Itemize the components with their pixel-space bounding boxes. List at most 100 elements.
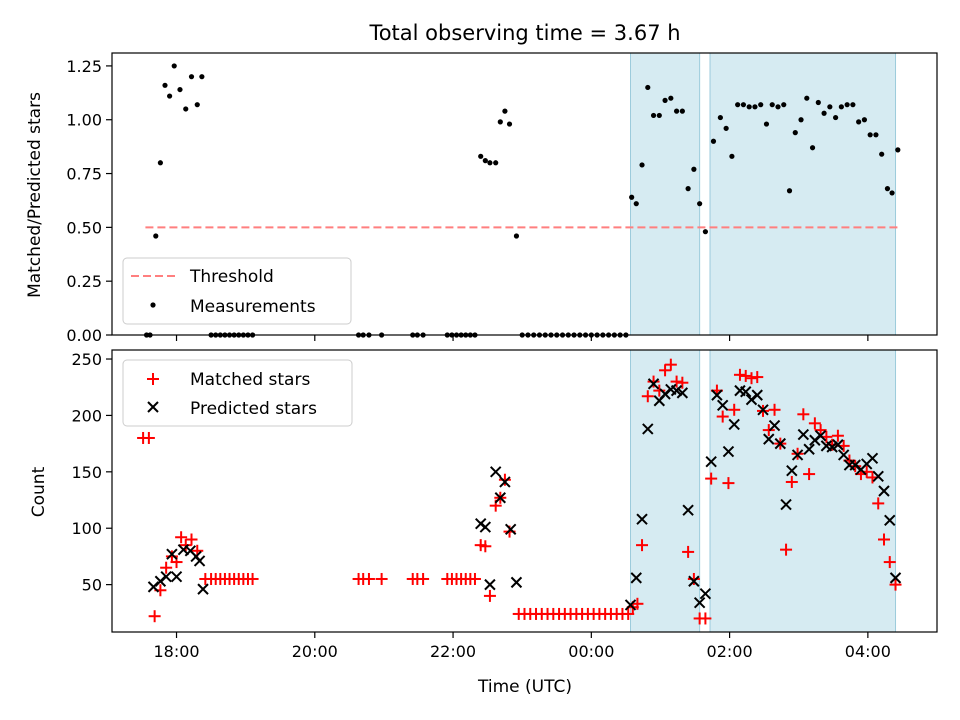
measurement-point (815, 99, 821, 106)
matched-star-marker (814, 424, 827, 437)
matched-star-marker (745, 372, 758, 385)
predicted-star-marker (780, 498, 792, 511)
measurement-point (735, 102, 741, 108)
matched-star-marker (498, 473, 511, 486)
measurement-point (177, 86, 183, 93)
top-y-axis-label: Matched/Predicted stars (25, 92, 45, 298)
predicted-star-marker (711, 389, 723, 401)
measurement-point (702, 229, 709, 235)
predicted-star-marker (797, 428, 810, 441)
matched-star-marker (659, 364, 672, 377)
matched-star-marker (739, 369, 752, 382)
measurement-point (199, 74, 205, 80)
predicted-star-marker (160, 571, 172, 583)
predicted-star-marker (814, 430, 827, 442)
matched-star-marker (641, 390, 654, 403)
measurement-point (798, 117, 804, 123)
matched-star-marker (479, 540, 492, 553)
measurement-point (162, 82, 168, 88)
measurement-point (639, 162, 645, 168)
measurement-point (157, 160, 163, 166)
predicted-star-marker (489, 466, 502, 478)
matched-star-marker (682, 545, 695, 558)
matched-star-marker (716, 410, 729, 423)
predicted-star-marker (676, 387, 689, 399)
measurement-point (506, 121, 513, 127)
measurement-point (697, 201, 703, 207)
x-tick-label: 20:00 (292, 642, 338, 661)
top-y-tick-label: 0.25 (66, 272, 102, 291)
measurement-point (729, 153, 735, 159)
predicted-star-marker (510, 576, 523, 589)
top-legend: Threshold Measurements (122, 257, 352, 325)
bottom-y-tick-label: 150 (71, 463, 102, 482)
measurement-point (867, 132, 873, 138)
measurement-point (662, 97, 668, 103)
predicted-star-marker (837, 449, 850, 461)
measurement-point (833, 114, 839, 121)
measurement-point (685, 186, 691, 192)
matched-star-marker (785, 475, 798, 488)
measurement-point (804, 95, 810, 101)
matched-star-marker (803, 468, 816, 481)
bottom-shaded-interval (709, 349, 897, 633)
top-y-tick-label: 1.25 (66, 57, 102, 76)
measurement-point (478, 153, 484, 159)
predicted-star-marker (647, 378, 660, 390)
matched-star-marker (664, 358, 677, 371)
matched-star-marker (831, 429, 844, 442)
matched-star-marker (185, 533, 198, 546)
x-tick-label: 02:00 (707, 642, 753, 661)
measurement-point (769, 102, 775, 108)
chart-title: Total observing time = 3.67 h (368, 21, 680, 45)
measurement-point (502, 108, 508, 114)
matched-star-marker (699, 612, 712, 625)
legend-box (122, 257, 352, 325)
bottom-y-tick-label: 100 (71, 519, 102, 538)
matched-star-marker (733, 368, 746, 381)
bottom-y-axis-label: Count (29, 466, 49, 517)
predicted-star-marker (878, 485, 890, 497)
predicted-star-marker (866, 452, 879, 464)
legend-measurements-label: Measurements (190, 297, 316, 317)
legend-predicted-label: Predicted stars (190, 399, 317, 419)
predicted-star-marker (728, 418, 740, 431)
measurement-point (493, 160, 499, 166)
measurement-point (873, 132, 879, 138)
measurement-point (879, 151, 885, 157)
measurement-point (723, 125, 729, 131)
measurement-point (188, 74, 195, 80)
measurement-point (153, 233, 159, 239)
top-y-tick-label: 0.00 (66, 326, 102, 345)
x-tick-label: 18:00 (153, 642, 199, 661)
predicted-star-marker (504, 523, 517, 536)
bottom-y-tick-label: 50 (82, 576, 102, 595)
matched-star-marker (375, 572, 388, 585)
measurement-point (650, 112, 657, 119)
measurement-point (850, 102, 856, 108)
matched-star-marker (676, 376, 689, 389)
x-tick-label: 04:00 (845, 642, 891, 661)
measurement-point (740, 102, 747, 108)
bottom-plot: 18:00 20:00 22:00 00:00 02:00 04:00 50 100 150 20… (71, 349, 938, 661)
x-tick-label: 00:00 (568, 642, 614, 661)
matched-star-marker (670, 375, 683, 388)
matched-star-marker (722, 477, 735, 490)
measurement-point (884, 186, 891, 192)
measurement-point (861, 117, 868, 123)
matched-star-marker (653, 384, 666, 397)
matched-star-marker (889, 578, 902, 591)
predicted-star-marker (786, 464, 798, 477)
matched-star-marker (762, 424, 775, 437)
matched-star-marker (142, 431, 155, 444)
measurement-point (758, 102, 764, 108)
predicted-star-marker (751, 389, 763, 401)
predicted-star-marker (832, 439, 844, 451)
legend-predicted-swatch (147, 401, 159, 413)
predicted-star-marker (682, 504, 694, 516)
matched-star-marker (175, 531, 188, 544)
predicted-star-marker (693, 596, 706, 609)
predicted-star-marker (499, 476, 511, 488)
measurement-point (487, 160, 493, 166)
